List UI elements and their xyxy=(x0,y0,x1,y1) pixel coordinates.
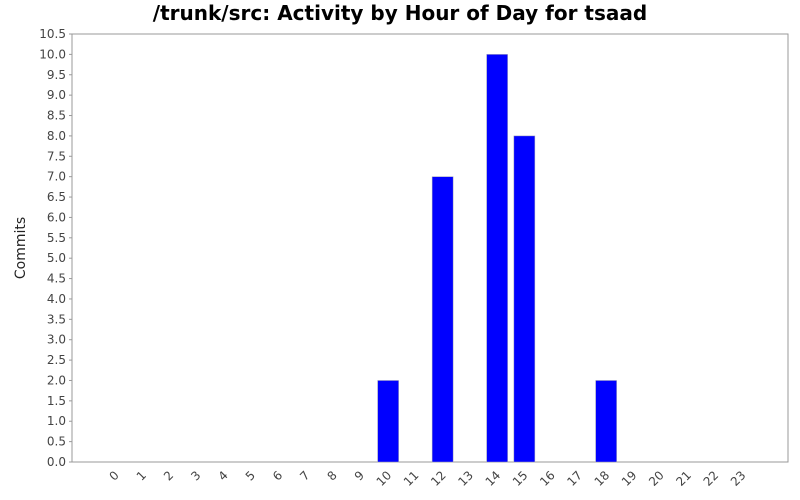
y-tick-label: 7.5 xyxy=(47,149,66,163)
x-tick-label: 6 xyxy=(270,468,285,483)
bar xyxy=(513,135,536,463)
x-tick-label: 16 xyxy=(537,468,558,489)
x-tick-label: 23 xyxy=(728,468,749,489)
x-tick-label: 10 xyxy=(374,468,395,489)
y-tick-label: 8.5 xyxy=(47,109,66,123)
y-tick-label: 0.5 xyxy=(47,435,66,449)
x-tick-label: 18 xyxy=(592,468,613,489)
y-tick-label: 4.5 xyxy=(47,272,66,286)
y-tick-label: 6.0 xyxy=(47,210,66,224)
x-tick-label: 5 xyxy=(243,468,258,483)
x-tick-label: 19 xyxy=(619,468,640,489)
x-tick-label: 4 xyxy=(215,468,230,483)
x-tick-label: 14 xyxy=(483,468,504,489)
bar xyxy=(595,380,617,463)
x-tick-label: 8 xyxy=(324,468,339,483)
y-tick-label: 9.5 xyxy=(47,68,66,82)
x-tick-label: 1 xyxy=(134,468,149,483)
y-axis-label: Commits xyxy=(13,217,29,279)
x-tick-label: 12 xyxy=(428,468,449,489)
x-tick-label: 3 xyxy=(188,468,203,483)
chart-title: /trunk/src: Activity by Hour of Day for … xyxy=(153,1,647,25)
y-tick-label: 1.5 xyxy=(47,394,66,408)
x-tick-label: 13 xyxy=(455,468,476,489)
x-tick-label: 17 xyxy=(564,468,585,489)
y-tick-label: 2.0 xyxy=(47,373,66,387)
x-tick-label: 9 xyxy=(352,468,367,483)
y-tick-label: 2.5 xyxy=(47,353,66,367)
y-tick-label: 5.5 xyxy=(47,231,66,245)
y-tick-label: 0.0 xyxy=(47,455,66,469)
x-tick-label: 20 xyxy=(646,468,667,489)
y-tick-label: 3.0 xyxy=(47,333,66,347)
x-tick-label: 15 xyxy=(510,468,531,489)
x-tick-label: 2 xyxy=(161,468,176,483)
y-tick-label: 10.0 xyxy=(39,47,66,61)
x-tick-label: 11 xyxy=(401,468,422,489)
y-tick-label: 3.5 xyxy=(47,312,66,326)
bar xyxy=(486,54,508,463)
x-tick-label: 7 xyxy=(297,468,312,483)
y-tick-label: 8.0 xyxy=(47,129,66,143)
y-tick-label: 4.0 xyxy=(47,292,66,306)
plot-area xyxy=(71,33,789,463)
bar xyxy=(377,380,399,463)
bar xyxy=(431,176,454,463)
x-tick-label: 0 xyxy=(106,468,121,483)
y-tick-label: 1.0 xyxy=(47,414,66,428)
y-tick-label: 7.0 xyxy=(47,170,66,184)
y-tick-label: 6.5 xyxy=(47,190,66,204)
y-tick-label: 5.0 xyxy=(47,251,66,265)
y-tick-label: 10.5 xyxy=(39,27,66,41)
x-tick-label: 21 xyxy=(673,468,694,489)
y-tick-label: 9.0 xyxy=(47,88,66,102)
x-tick-label: 22 xyxy=(701,468,722,489)
